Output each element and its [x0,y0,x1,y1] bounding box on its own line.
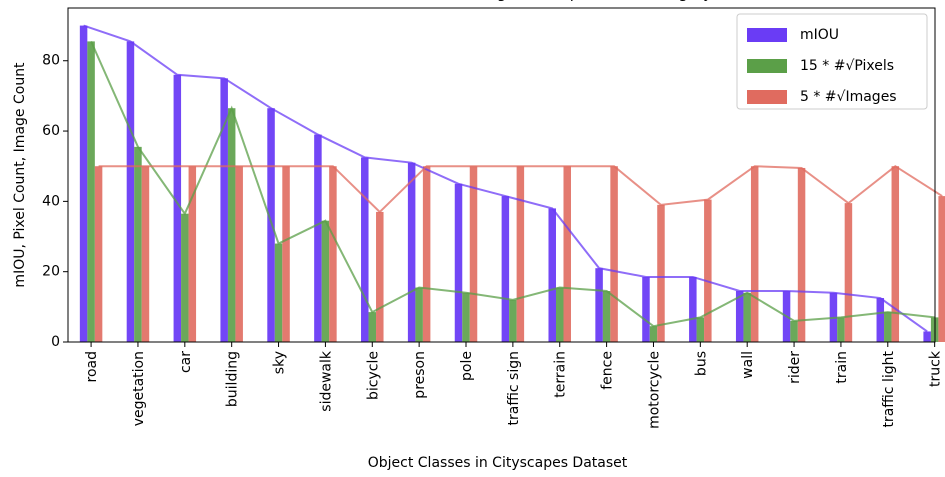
bar-images-pole [469,166,478,342]
bar-miou-vegetation [126,41,135,343]
bar-pixels-rider [790,320,798,342]
x-tick-label-pole: pole [459,351,475,381]
bar-pixels-motorcycle [649,326,658,342]
bar-images-motorcycle [657,204,665,342]
bar-miou-truck [923,331,931,342]
x-tick-label-bicycle: bicycle [365,351,381,400]
bar-miou-sidewalk [314,134,322,342]
bar-miou-wall [735,291,744,342]
y-tick-label: 60 [42,123,60,139]
chart-title: mIOU, Pixel Count, and Image Count per C… [291,0,713,2]
bar-images-train [844,203,853,342]
bar-miou-sky [267,108,275,342]
x-tick-label-road: road [84,351,100,382]
legend-label-pixels: 15 * #√Pixels [800,58,894,74]
bar-pixels-pole [462,292,470,342]
bar-miou-preson [407,162,416,342]
legend-label-miou: mIOU [800,27,839,43]
bar-pixels-bicycle [368,312,377,342]
bar-images-wall [750,166,759,342]
x-tick-label-train: train [834,351,850,384]
bar-images-bus [704,199,712,342]
bar-miou-road [79,25,88,343]
axes-layer: 0 20 40 60 80 road vegetation car building sky sid… [12,7,944,471]
bar-images-sky [282,166,290,342]
bar-pixels-building [227,108,236,342]
line-miou [83,24,928,333]
bar-images-rider [797,167,806,342]
bar-pixels-terrain [555,287,564,342]
legend-swatch-images [747,90,787,104]
bar-images-car [188,166,197,342]
bar-miou-terrain [548,208,556,342]
bar-pixels-fence [602,291,611,342]
legend-swatch-miou [747,28,787,42]
bar-images-sidewalk [329,166,337,342]
bar-images-road [94,166,103,342]
x-tick-label-traffic-sign: traffic sign [506,351,522,425]
bar-pixels-vegetation [134,146,142,342]
x-tick-label-wall: wall [740,351,756,379]
bar-miou-traffic-sign [501,196,510,342]
bar-miou-car [173,74,182,343]
bar-pixels-preson [415,287,423,342]
bar-pixels-traffic-light [884,312,892,342]
x-tick-label-terrain: terrain [553,351,569,398]
x-axis-label: Object Classes in Cityscapes Dataset [368,455,628,471]
bar-pixels-train [837,317,845,342]
bar-miou-traffic-light [876,298,885,342]
y-tick-label: 80 [42,53,60,69]
bar-images-bicycle [376,211,384,342]
x-tick-label-sidewalk: sidewalk [318,350,334,412]
x-tick-label-truck: truck [928,350,944,387]
y-axis-label: mIOU, Pixel Count, Image Count [12,62,28,288]
bar-pixels-road [87,41,95,343]
x-tick-label-vegetation: vegetation [131,351,147,426]
bar-pixels-traffic-sign [509,299,517,342]
bar-images-traffic-sign [516,166,525,342]
bar-miou-fence [595,268,603,342]
x-tick-label-rider: rider [787,351,803,384]
bar-pixels-bus [696,317,705,342]
bar-images-traffic-light [891,166,900,342]
bar-images-truck [938,196,945,342]
bar-images-fence [610,166,618,342]
bar-miou-motorcycle [642,276,650,342]
legend-swatch-pixels [747,59,787,73]
bar-miou-bus [689,276,697,342]
line-pixels [90,40,935,328]
x-tick-label-building: building [225,351,241,407]
bar-images-terrain [563,166,571,342]
x-tick-label-traffic-light: traffic light [881,351,897,428]
bar-miou-pole [454,183,463,342]
bar-images-preson [422,166,431,342]
legend: mIOU 15 * #√Pixels 5 * #√Images [736,13,928,110]
plot-frame [67,7,936,343]
x-tick-label-fence: fence [600,351,616,390]
bar-miou-building [220,78,228,342]
x-tick-label-preson: preson [412,351,428,399]
x-tick-label-motorcycle: motorcycle [646,351,662,429]
x-tick-label-car: car [178,351,194,373]
y-tick-label: 40 [42,193,60,209]
bar-pixels-car [181,213,189,342]
bar-miou-bicycle [361,157,369,342]
y-tick-label: 0 [51,334,60,350]
x-tick-label-sky: sky [272,351,288,374]
bar-pixels-sidewalk [321,220,330,342]
x-tick-label-bus: bus [693,351,709,376]
legend-label-images: 5 * #√Images [800,89,897,105]
bar-pixels-sky [274,243,283,342]
bar-images-building [235,166,243,342]
y-tick-label: 20 [42,264,60,280]
line-images [98,164,943,214]
lines-layer [83,24,943,333]
bar-images-vegetation [141,166,150,342]
bar-pixels-wall [743,292,751,342]
